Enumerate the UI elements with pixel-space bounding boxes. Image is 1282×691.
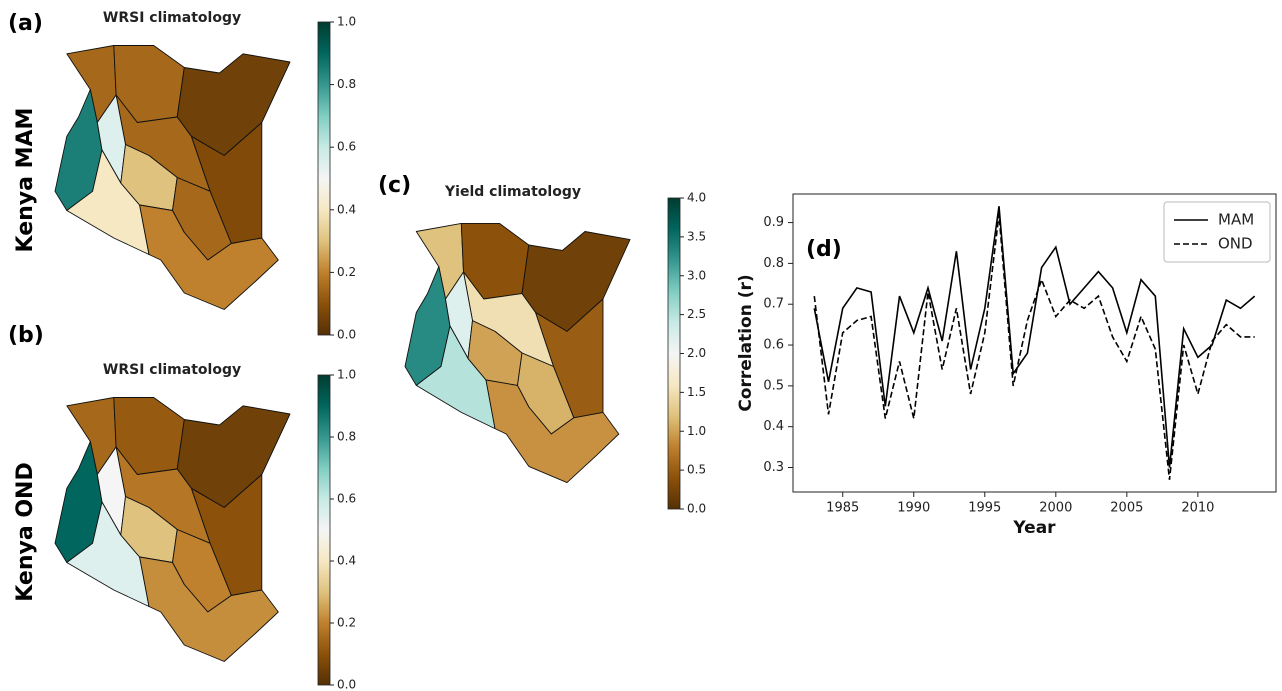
- x-tick-label: 2000: [1039, 501, 1072, 516]
- y-tick-label: 0.9: [763, 215, 784, 230]
- panel-label: (b): [8, 323, 44, 348]
- map-title: Yield climatology: [444, 184, 581, 200]
- y-tick-label: 0.8: [763, 256, 784, 271]
- colorbar-tick-label: 1.0: [687, 424, 706, 438]
- panel-label: (d): [806, 237, 842, 262]
- series-line: [813, 206, 1256, 468]
- colorbar-tick-label: 4.0: [687, 191, 706, 205]
- map-title: WRSI climatology: [103, 10, 241, 26]
- colorbar-tick-label: 0.2: [337, 616, 356, 630]
- colorbar-tick-label: 3.0: [687, 268, 706, 282]
- colorbar-tick-label: 0.0: [337, 678, 356, 691]
- y-axis-label: Correlation (r): [736, 274, 756, 411]
- panel-label: (a): [8, 11, 43, 36]
- plot-frame: [792, 193, 1277, 493]
- colorbar-tick-label: 0.0: [337, 328, 356, 342]
- colorbar-tick-label: 1.0: [337, 15, 356, 29]
- x-axis-label: Year: [1012, 518, 1056, 538]
- legend-label: OND: [1218, 235, 1253, 253]
- y-tick-label: 0.6: [763, 338, 784, 353]
- colorbar-tick-label: 0.8: [337, 77, 356, 91]
- colorbar-tick-label: 0.0: [687, 502, 706, 516]
- colorbar: [317, 21, 331, 336]
- row-label: Kenya OND: [13, 462, 38, 601]
- map-region: [139, 556, 279, 662]
- legend-box: [1163, 201, 1271, 263]
- colorbar-tick-label: 0.4: [337, 202, 356, 216]
- colorbar-tick-label: 1.0: [337, 368, 356, 382]
- colorbar-tick-label: 0.5: [687, 463, 706, 477]
- colorbar-tick-label: 0.6: [337, 140, 356, 154]
- map-title: WRSI climatology: [103, 362, 241, 378]
- map-region: [485, 379, 620, 484]
- y-tick-label: 0.7: [763, 297, 784, 312]
- colorbar-tick-label: 2.5: [687, 307, 706, 321]
- y-tick-label: 0.4: [763, 419, 784, 434]
- colorbar: [317, 374, 331, 686]
- colorbar-tick-label: 2.0: [687, 346, 706, 360]
- x-tick-label: 2010: [1181, 501, 1214, 516]
- x-tick-label: 1995: [968, 501, 1001, 516]
- colorbar-tick-label: 3.5: [687, 229, 706, 243]
- colorbar-tick-label: 0.4: [337, 554, 356, 568]
- x-tick-label: 2005: [1110, 501, 1143, 516]
- panel-label: (c): [378, 173, 411, 198]
- x-tick-label: 1990: [897, 501, 930, 516]
- map-region: [139, 204, 279, 310]
- row-label: Kenya MAM: [13, 108, 38, 253]
- y-tick-label: 0.3: [763, 460, 784, 475]
- y-tick-label: 0.5: [763, 378, 784, 393]
- x-tick-label: 1985: [826, 501, 859, 516]
- series-line: [813, 214, 1255, 480]
- colorbar-tick-label: 1.5: [687, 385, 706, 399]
- colorbar-tick-label: 0.8: [337, 430, 356, 444]
- legend-label: MAM: [1218, 211, 1254, 229]
- colorbar-tick-label: 0.6: [337, 492, 356, 506]
- colorbar-tick-label: 0.2: [337, 265, 356, 279]
- colorbar: [667, 197, 681, 510]
